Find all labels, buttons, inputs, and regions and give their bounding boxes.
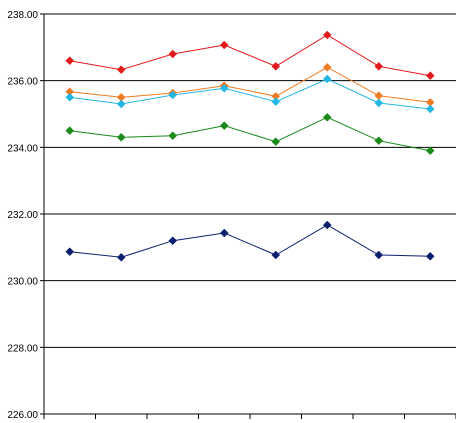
data-point: [219, 83, 229, 93]
data-point: [425, 71, 435, 81]
data-point: [168, 131, 178, 141]
data-point: [374, 136, 384, 146]
data-point: [374, 98, 384, 108]
data-point: [322, 74, 332, 84]
series-line-5: [69, 224, 431, 258]
data-point: [168, 90, 178, 100]
data-point: [425, 104, 435, 114]
y-tick-label: 226.00: [7, 410, 38, 421]
series-line-3: [69, 78, 431, 110]
data-point: [219, 228, 229, 238]
data-point: [65, 56, 75, 66]
data-point: [271, 137, 281, 147]
data-point: [116, 99, 126, 109]
data-point: [65, 126, 75, 136]
series-line-4: [69, 116, 431, 152]
y-tick-label: 230.00: [7, 277, 38, 288]
y-tick-label: 234.00: [7, 143, 38, 154]
data-point: [116, 132, 126, 142]
data-point: [271, 250, 281, 260]
data-point: [425, 251, 435, 261]
data-point: [322, 62, 332, 72]
series-line-1: [69, 34, 431, 77]
data-point: [271, 97, 281, 107]
y-tick-label: 228.00: [7, 343, 38, 354]
y-tick-label: 238.00: [7, 10, 38, 21]
y-tick-label: 232.00: [7, 210, 38, 221]
data-point: [168, 49, 178, 59]
data-point: [374, 61, 384, 71]
data-point: [219, 40, 229, 50]
data-point: [271, 61, 281, 71]
series-line-2: [69, 66, 431, 103]
data-point: [168, 236, 178, 246]
data-point: [116, 252, 126, 262]
data-point: [65, 92, 75, 102]
data-point: [322, 112, 332, 122]
data-point: [374, 91, 384, 101]
y-tick-label: 236.00: [7, 77, 38, 88]
data-point: [116, 65, 126, 75]
data-point: [322, 30, 332, 40]
data-point: [65, 247, 75, 257]
data-point: [374, 250, 384, 260]
data-point: [425, 146, 435, 156]
data-point: [322, 220, 332, 230]
data-point: [219, 121, 229, 131]
